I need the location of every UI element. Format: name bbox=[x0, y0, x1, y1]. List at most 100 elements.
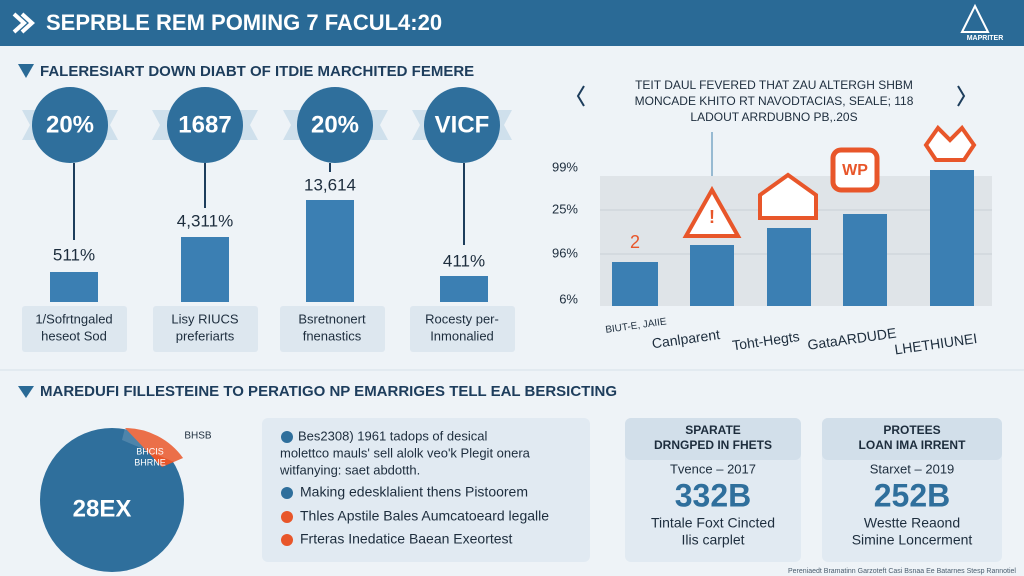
header-bar bbox=[0, 0, 1024, 46]
stat-item: VICF 411% Rocesty per- Inmonalied bbox=[410, 87, 515, 352]
card-sub: Starxet – 2019 bbox=[870, 461, 955, 476]
stat-label: 1/Sofrtngaled bbox=[35, 311, 112, 326]
callout-text: LADOUT ARRDUBNO PB,.20S bbox=[690, 110, 857, 124]
category-label: BIUT-E, JAIIE bbox=[605, 316, 668, 336]
card-title: PROTEES bbox=[883, 423, 940, 437]
badge-text: 1687 bbox=[178, 111, 231, 138]
callout-box bbox=[598, 76, 950, 130]
bullet-text: Making edesklalient thens Pistoorem bbox=[300, 484, 528, 500]
bullet-dot bbox=[281, 534, 293, 546]
stat-bar bbox=[306, 200, 354, 302]
badge-text: 20% bbox=[311, 111, 359, 138]
label-box bbox=[153, 306, 258, 352]
intro-text: molettco mauls' sell alolk veo'k Plegit … bbox=[280, 445, 531, 460]
badge-circle bbox=[424, 87, 500, 163]
stat-value: 4,311% bbox=[177, 211, 233, 230]
bullet-text: Frteras Inedatice Baean Exeortest bbox=[300, 531, 513, 547]
stat-label: fnenastics bbox=[303, 328, 362, 343]
card-foot: Simine Loncerment bbox=[852, 532, 973, 548]
stat-item: 1687 4,311% Lisy RIUCS preferiarts bbox=[152, 87, 258, 352]
house-icon bbox=[758, 172, 818, 220]
card-sub: Tvence – 2017 bbox=[670, 461, 756, 476]
stat-card: SPARATE DRNGPED IN FHETS Tvence – 2017 3… bbox=[625, 418, 801, 562]
slice-label: BHRNE bbox=[134, 457, 166, 467]
header-title: SEPRBLE REM POMING 7 FACUL4:20 bbox=[46, 10, 442, 35]
card-title: SPARATE bbox=[685, 423, 741, 437]
card-head bbox=[822, 418, 1002, 460]
footer-text: Pereniaedt Bramatinn Garzoteft Casi Bsna… bbox=[788, 568, 1016, 575]
badge-text: VICF bbox=[435, 111, 490, 138]
pie-side-label: BHSB bbox=[184, 431, 212, 442]
category-label: GataARDUDE bbox=[806, 325, 897, 353]
bracket bbox=[576, 85, 966, 107]
stat-bar bbox=[50, 272, 98, 302]
warning-icon bbox=[682, 185, 742, 238]
bullet-dot bbox=[281, 431, 293, 443]
top-icon bbox=[923, 124, 977, 162]
bullet-dot bbox=[281, 511, 293, 523]
y-label: 96% bbox=[552, 245, 578, 260]
card-head bbox=[625, 418, 801, 460]
card-foot: Westte Reaond bbox=[864, 515, 960, 531]
label-box bbox=[22, 306, 127, 352]
y-label: 25% bbox=[552, 201, 578, 216]
card-foot: Tintale Foxt Cincted bbox=[651, 515, 775, 531]
category-label: Toht-Hegts bbox=[731, 328, 800, 353]
stat-value: 13,614 bbox=[304, 175, 356, 194]
stat-label: preferiarts bbox=[176, 328, 235, 343]
section-icon bbox=[18, 64, 34, 78]
badge-circle bbox=[32, 87, 108, 163]
card-title: LOAN IMA IRRENT bbox=[859, 438, 967, 452]
chart-bar bbox=[843, 214, 887, 306]
callout-text: TEIT DAUL FEVERED THAT ZAU ALTERGH SHBM bbox=[635, 78, 913, 92]
y-label: 99% bbox=[552, 159, 578, 174]
chart-bar bbox=[767, 228, 811, 306]
category-label: LHETHIUNEI bbox=[893, 330, 978, 357]
text-panel bbox=[262, 418, 590, 562]
pie-slice bbox=[125, 428, 183, 467]
intro-text: witfanying: saet abdotth. bbox=[279, 462, 420, 477]
chart-bar bbox=[690, 245, 734, 306]
stat-item: 20% 13,614 Bsretnonert fnenastics bbox=[280, 87, 388, 352]
pie bbox=[40, 428, 184, 572]
section-icon bbox=[18, 386, 34, 398]
badge-circle bbox=[167, 87, 243, 163]
category-label: Canlparent bbox=[651, 326, 721, 351]
badge-text: 20% bbox=[46, 111, 94, 138]
section-heading: MAREDUFI FILLESTEINE TO PERATIGO NP EMAR… bbox=[40, 383, 617, 400]
stat-label: Bsretnonert bbox=[298, 311, 366, 326]
callout-text: MONCADE KHITO RT NAVODTACIAS, SEALE; 118 bbox=[635, 94, 914, 108]
pie-slice-shade bbox=[122, 428, 183, 462]
section-heading: FALERESIART DOWN DIABT OF ITDIE MARCHITE… bbox=[40, 63, 474, 80]
stat-label: Rocesty per- bbox=[425, 311, 499, 326]
badge-icon bbox=[830, 147, 880, 193]
card-big: 332B bbox=[675, 477, 752, 513]
stat-value: 511% bbox=[53, 245, 95, 264]
logo-text: MAPRITER bbox=[967, 35, 1004, 42]
slice-label: BHCIS bbox=[136, 446, 164, 456]
badge-circle bbox=[297, 87, 373, 163]
stat-item: 20% 511% 1/Sofrtngaled heseot Sod bbox=[22, 87, 127, 352]
card-title: DRNGPED IN FHETS bbox=[654, 438, 772, 452]
logo-icon bbox=[960, 3, 990, 33]
chart-bar bbox=[612, 262, 658, 306]
bar-note: 2 bbox=[630, 232, 640, 252]
stat-value: 411% bbox=[443, 251, 485, 270]
y-label: 6% bbox=[559, 291, 578, 306]
bullet-dot bbox=[281, 487, 293, 499]
stat-card: PROTEES LOAN IMA IRRENT Starxet – 2019 2… bbox=[822, 418, 1002, 562]
stat-bar bbox=[181, 237, 229, 302]
stat-bar bbox=[440, 276, 488, 302]
pie-center: 28EX bbox=[73, 495, 132, 522]
stat-label: Lisy RIUCS bbox=[171, 311, 239, 326]
warning-mark: ! bbox=[709, 207, 715, 227]
card-foot: Ilis carplet bbox=[681, 532, 744, 548]
header-icon bbox=[12, 12, 35, 34]
label-box bbox=[280, 306, 385, 352]
label-box bbox=[410, 306, 515, 352]
stat-label: Inmonalied bbox=[430, 328, 494, 343]
chart-bar bbox=[930, 170, 974, 306]
card-big: 252B bbox=[874, 477, 951, 513]
icon-label: WP bbox=[842, 162, 868, 179]
